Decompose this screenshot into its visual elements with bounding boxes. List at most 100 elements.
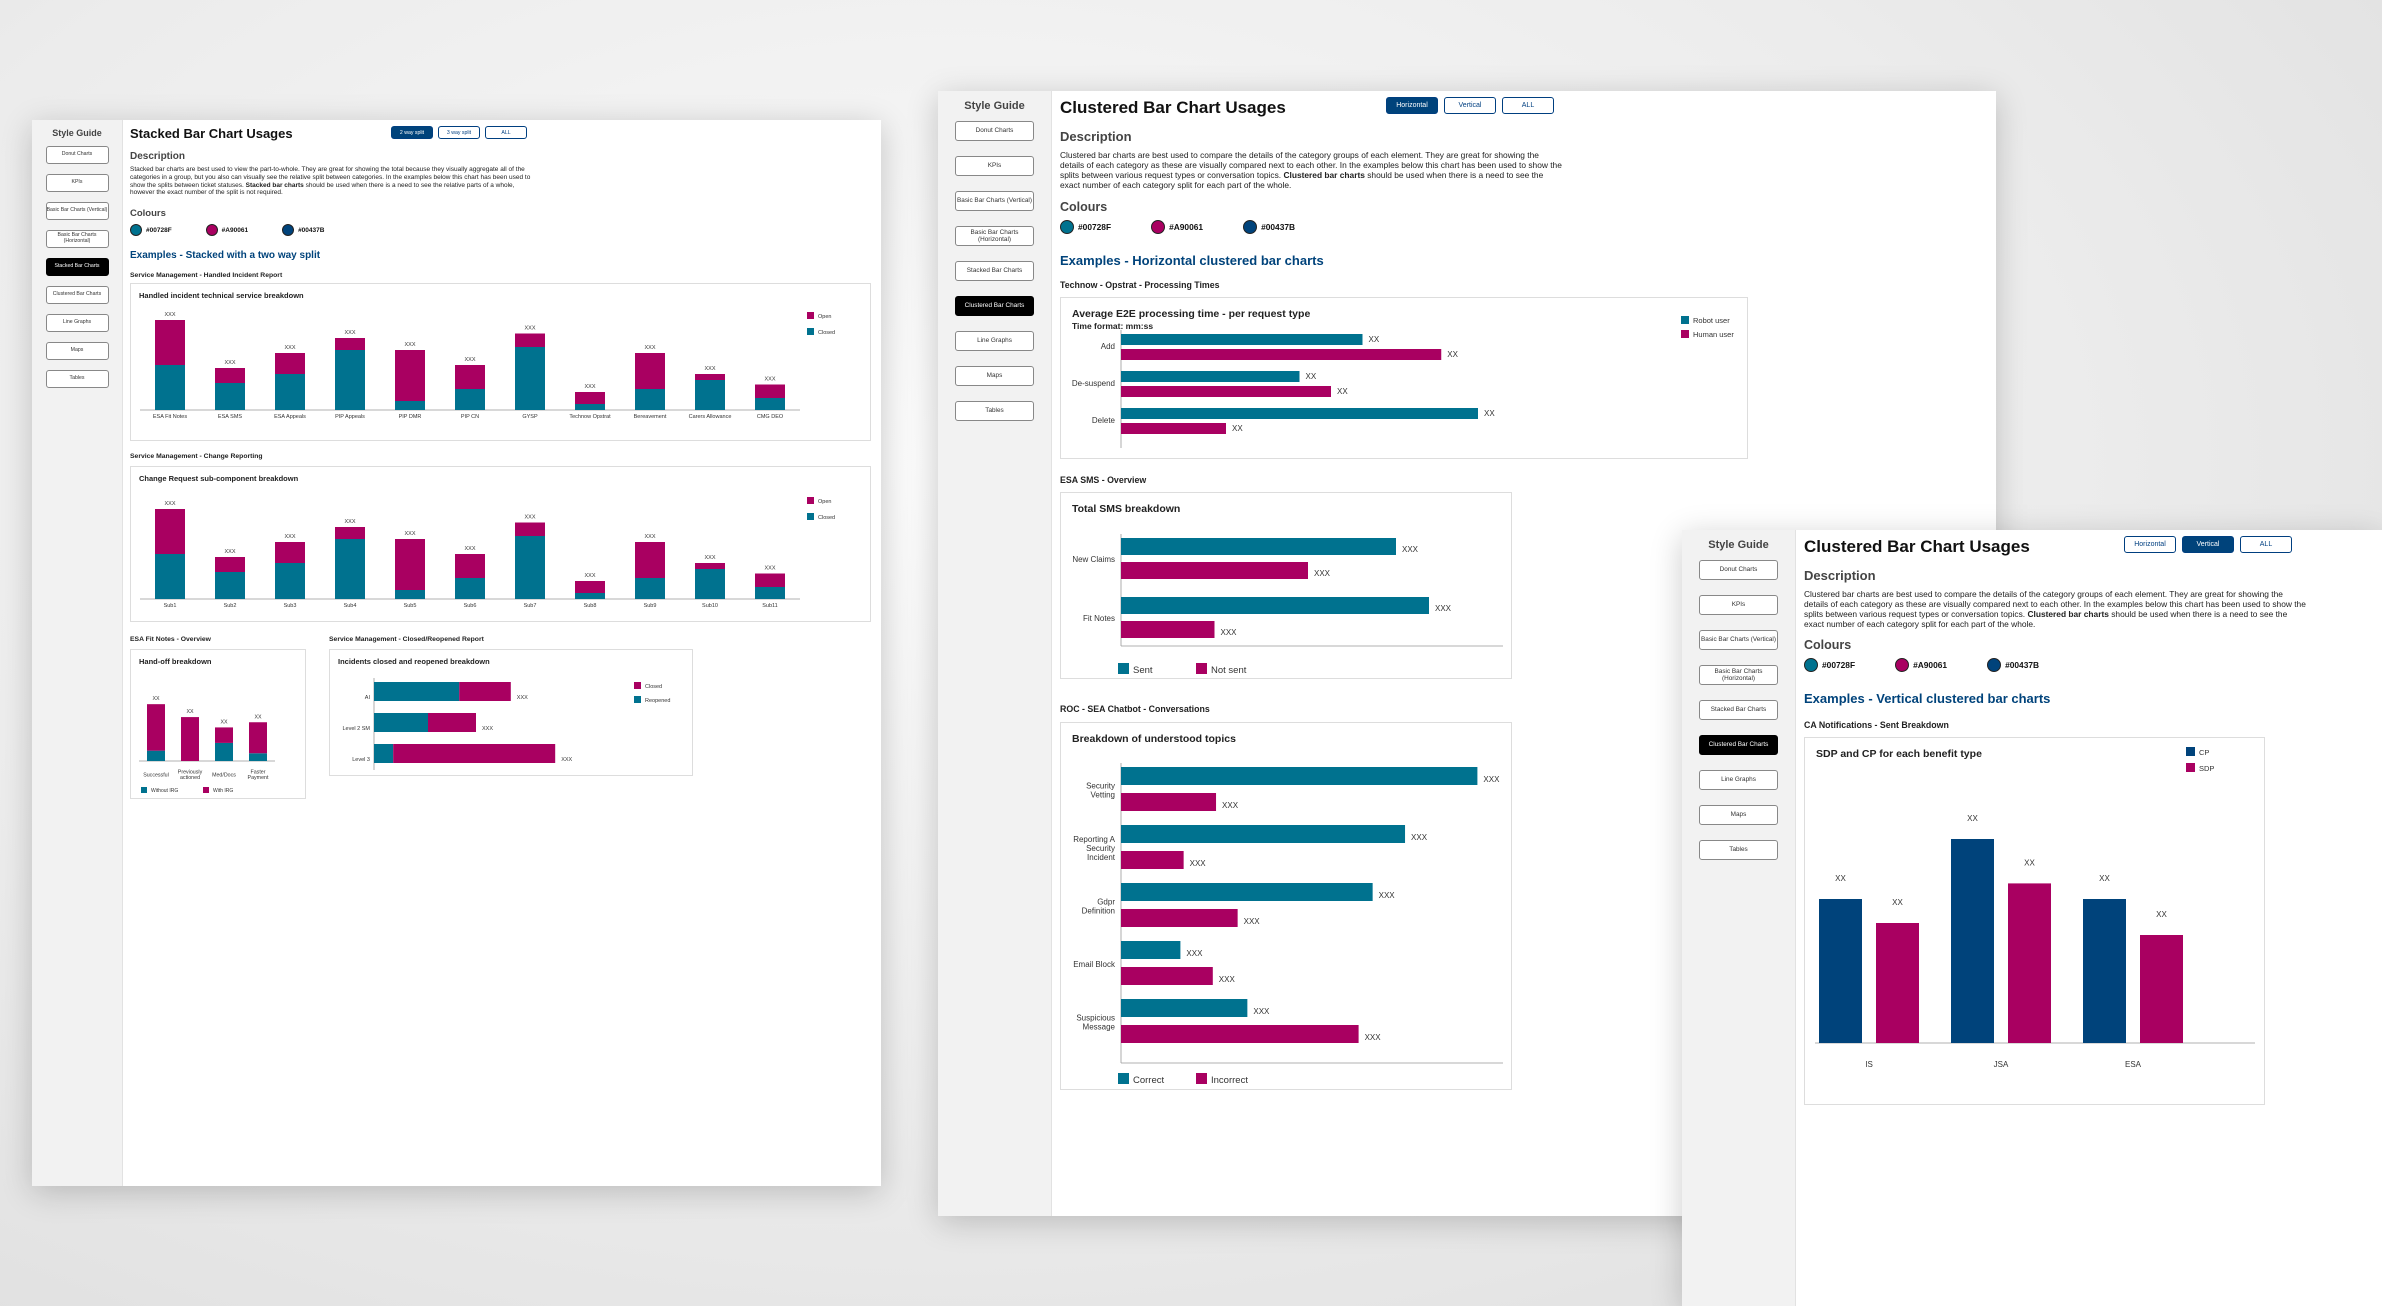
- data-label: XX: [220, 719, 228, 725]
- tab-2-way-split[interactable]: 2 way split: [391, 126, 433, 139]
- legend-label: Without IRG: [151, 788, 178, 794]
- tick-label: Med/Docs: [212, 772, 236, 778]
- chart-title: Incidents closed and reopened breakdown: [338, 657, 490, 666]
- description-text: Clustered bar charts are best used to co…: [1060, 150, 1562, 191]
- nav-item-stacked-bar-charts[interactable]: Stacked Bar Charts: [1699, 700, 1778, 720]
- tick-label: AI: [365, 695, 371, 701]
- nav-item-clustered-bar-charts[interactable]: Clustered Bar Charts: [955, 296, 1034, 316]
- nav-item-stacked-bar-charts[interactable]: Stacked Bar Charts: [955, 261, 1034, 281]
- tab-all[interactable]: ALL: [485, 126, 527, 139]
- legend-swatch: [141, 787, 147, 793]
- tab-3-way-split[interactable]: 3 way split: [438, 126, 480, 139]
- legend-swatch: [807, 328, 814, 335]
- nav-item-kpis[interactable]: KPIs: [955, 156, 1034, 176]
- tab-all[interactable]: ALL: [2240, 536, 2292, 553]
- data-label: XXX: [1186, 949, 1203, 958]
- chart-subtitle: Time format: mm:ss: [1072, 321, 1154, 331]
- bar-segment: [275, 374, 305, 410]
- nav-item-tables[interactable]: Tables: [1699, 840, 1778, 860]
- nav-item-donut-charts[interactable]: Donut Charts: [1699, 560, 1778, 580]
- tab-vertical[interactable]: Vertical: [2182, 536, 2234, 553]
- nav-item-basic-bar-charts-vertical[interactable]: Basic Bar Charts (Vertical): [1699, 630, 1778, 650]
- bar-segment: [374, 682, 460, 701]
- nav-item-donut-charts[interactable]: Donut Charts: [45, 146, 109, 164]
- colour-hex: #00437B: [298, 226, 325, 234]
- nav-item-kpis[interactable]: KPIs: [45, 174, 109, 192]
- nav-item-line-graphs[interactable]: Line Graphs: [1699, 770, 1778, 790]
- tick-label: Sub1: [164, 603, 177, 609]
- colour-swatch: #00728F: [130, 224, 172, 236]
- colour-hex: #00437B: [1261, 222, 1296, 232]
- section-heading: Service Management - Change Reporting: [130, 453, 263, 460]
- data-label: XXX: [284, 345, 295, 351]
- nav-item-basic-bar-charts-horizontal[interactable]: Basic Bar Charts (Horizontal): [45, 230, 109, 248]
- nav-item-line-graphs[interactable]: Line Graphs: [45, 314, 109, 332]
- data-label: XXX: [464, 357, 475, 363]
- nav-item-kpis[interactable]: KPIs: [1699, 595, 1778, 615]
- tab-horizontal[interactable]: Horizontal: [2124, 536, 2176, 553]
- nav-item-basic-bar-charts-horizontal[interactable]: Basic Bar Charts (Horizontal): [955, 226, 1034, 246]
- nav-item-stacked-bar-charts[interactable]: Stacked Bar Charts: [45, 258, 109, 276]
- bar-segment: [575, 392, 605, 404]
- bar-segment: [455, 365, 485, 389]
- nav-item-tables[interactable]: Tables: [45, 370, 109, 388]
- chart-card: Average E2E processing time - per reques…: [1060, 297, 1748, 459]
- legend-label: Closed: [645, 684, 662, 690]
- bar-segment: [635, 389, 665, 410]
- chart-card: Hand-off breakdown XX Successful XX Previou…: [130, 649, 306, 799]
- tick-label: ESA: [2125, 1060, 2142, 1069]
- nav-item-maps[interactable]: Maps: [955, 366, 1034, 386]
- bar-segment: [181, 717, 199, 761]
- nav-item-basic-bar-charts-vertical[interactable]: Basic Bar Charts (Vertical): [955, 191, 1034, 211]
- tab-all[interactable]: ALL: [1502, 97, 1554, 114]
- nav-item-basic-bar-charts-vertical[interactable]: Basic Bar Charts (Vertical): [45, 202, 109, 220]
- description-heading: Description: [1060, 129, 1132, 144]
- nav-item-tables[interactable]: Tables: [955, 401, 1034, 421]
- tab-vertical[interactable]: Vertical: [1444, 97, 1496, 114]
- bar-segment: [515, 333, 545, 347]
- nav-item-clustered-bar-charts[interactable]: Clustered Bar Charts: [45, 286, 109, 304]
- bar-segment: [515, 347, 545, 410]
- description-heading: Description: [1804, 568, 1876, 583]
- chart-card: SDP and CP for each benefit type XX XX IS X…: [1804, 737, 2265, 1105]
- colour-dot: [205, 224, 218, 236]
- bar-segment: [147, 704, 165, 751]
- data-label: XX: [2156, 910, 2167, 919]
- nav-item-basic-bar-charts-horizontal[interactable]: Basic Bar Charts (Horizontal): [1699, 665, 1778, 685]
- tick-label: Delete: [1092, 416, 1116, 425]
- colours-heading: Colours: [130, 208, 166, 219]
- tab-horizontal[interactable]: Horizontal: [1386, 97, 1438, 114]
- data-label: XXX: [1222, 801, 1239, 810]
- data-label: XXX: [1221, 628, 1238, 637]
- data-label: XXX: [482, 726, 493, 732]
- colour-swatch: #A90061: [205, 224, 248, 236]
- colour-swatch: #00728F: [1804, 658, 1855, 672]
- nav-item-maps[interactable]: Maps: [1699, 805, 1778, 825]
- data-label: XXX: [584, 573, 595, 579]
- nav-item-line-graphs[interactable]: Line Graphs: [955, 331, 1034, 351]
- data-label: XX: [1337, 387, 1348, 396]
- nav-item-maps[interactable]: Maps: [45, 342, 109, 360]
- bar: [1121, 941, 1181, 959]
- tick-label: JSA: [1994, 1060, 2009, 1069]
- sidebar-title: Style Guide: [1708, 539, 1769, 551]
- bar: [1121, 999, 1248, 1017]
- legend-label: Reopened: [645, 698, 670, 704]
- data-label: XX: [254, 714, 262, 720]
- data-label: XX: [2024, 858, 2035, 867]
- data-label: XXX: [1435, 604, 1452, 613]
- tick-label: Vetting: [1091, 790, 1115, 799]
- colour-hex: #00437B: [2005, 660, 2040, 670]
- nav-item-donut-charts[interactable]: Donut Charts: [955, 121, 1034, 141]
- legend-swatch: [203, 787, 209, 793]
- chart-title: SDP and CP for each benefit type: [1816, 748, 1982, 760]
- chart-title: Average E2E processing time - per reques…: [1072, 308, 1311, 320]
- data-label: XXX: [584, 384, 595, 390]
- data-label: XXX: [404, 531, 415, 537]
- chart-card: Total SMS breakdown XXX XXX New Claims XXX X…: [1060, 492, 1512, 679]
- data-label: XXX: [344, 519, 355, 525]
- nav-item-clustered-bar-charts[interactable]: Clustered Bar Charts: [1699, 735, 1778, 755]
- legend-label: Open: [818, 314, 831, 320]
- bar-segment: [215, 572, 245, 599]
